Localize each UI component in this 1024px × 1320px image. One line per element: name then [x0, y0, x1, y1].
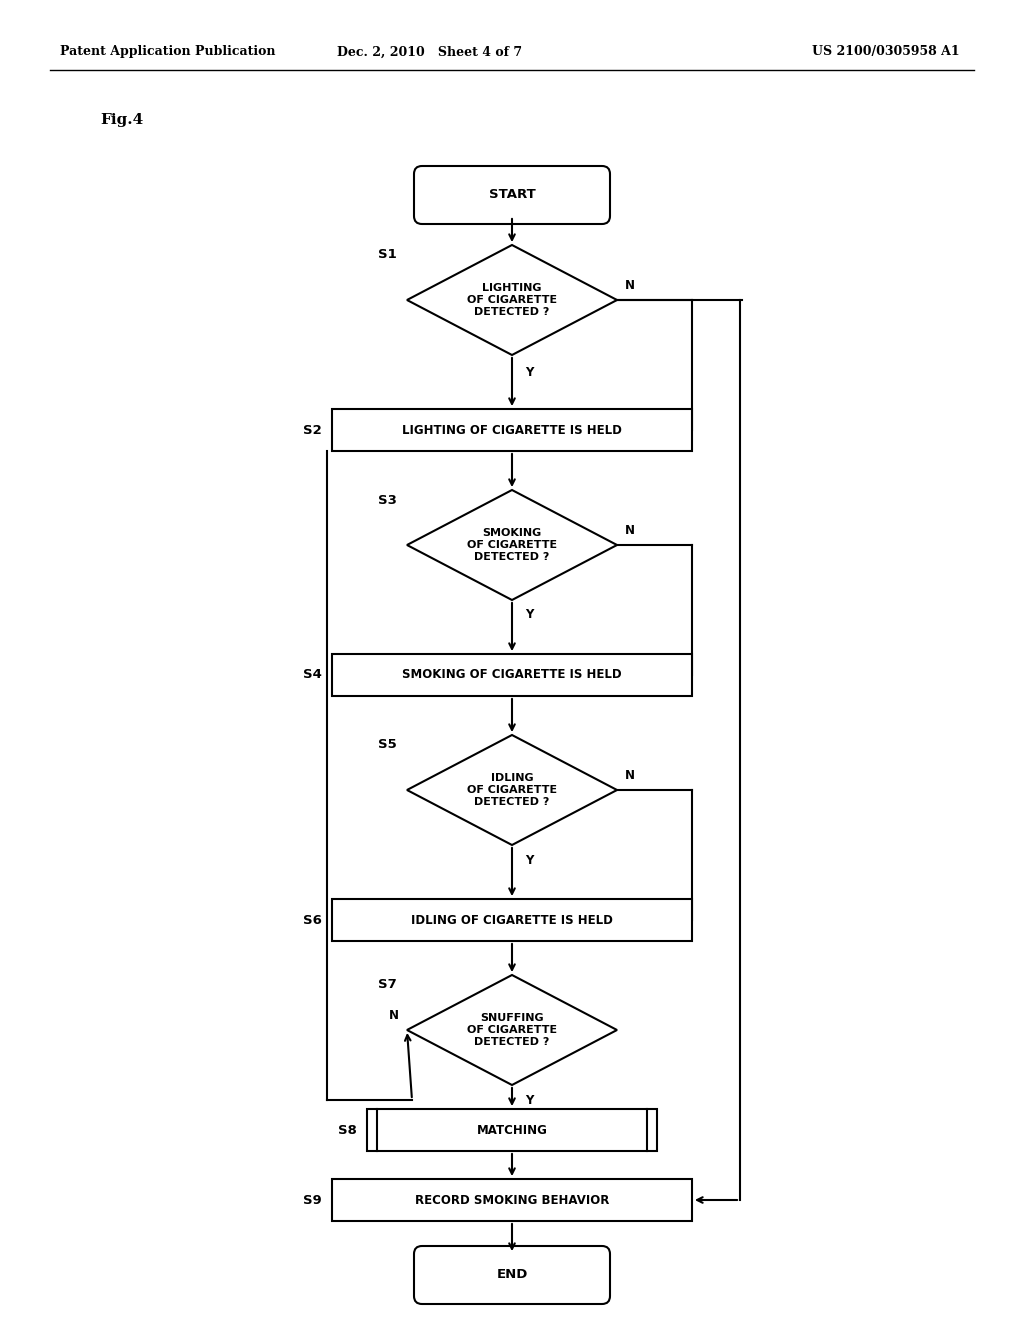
Polygon shape — [407, 246, 617, 355]
Bar — [332, 1179, 692, 1221]
Text: S4: S4 — [303, 668, 322, 681]
Polygon shape — [407, 735, 617, 845]
FancyBboxPatch shape — [414, 166, 610, 224]
Bar — [332, 899, 692, 941]
Text: S5: S5 — [378, 738, 397, 751]
Text: N: N — [625, 279, 635, 292]
FancyBboxPatch shape — [414, 1246, 610, 1304]
Text: US 2100/0305958 A1: US 2100/0305958 A1 — [812, 45, 961, 58]
Text: Fig.4: Fig.4 — [100, 114, 143, 127]
Text: S9: S9 — [303, 1193, 322, 1206]
Text: Y: Y — [525, 609, 534, 622]
Bar — [332, 409, 692, 451]
Polygon shape — [407, 975, 617, 1085]
Text: MATCHING: MATCHING — [476, 1123, 548, 1137]
Text: IDLING
OF CIGARETTE
DETECTED ?: IDLING OF CIGARETTE DETECTED ? — [467, 772, 557, 808]
Text: SMOKING
OF CIGARETTE
DETECTED ?: SMOKING OF CIGARETTE DETECTED ? — [467, 528, 557, 562]
Bar — [332, 653, 692, 696]
Polygon shape — [407, 490, 617, 601]
Text: Y: Y — [525, 1093, 534, 1106]
Text: S8: S8 — [338, 1123, 357, 1137]
Text: S3: S3 — [378, 494, 397, 507]
Text: N: N — [389, 1008, 399, 1022]
Text: RECORD SMOKING BEHAVIOR: RECORD SMOKING BEHAVIOR — [415, 1193, 609, 1206]
Text: Y: Y — [525, 854, 534, 866]
Text: S2: S2 — [303, 424, 322, 437]
Text: END: END — [497, 1269, 527, 1282]
Text: N: N — [625, 524, 635, 537]
Text: LIGHTING
OF CIGARETTE
DETECTED ?: LIGHTING OF CIGARETTE DETECTED ? — [467, 282, 557, 317]
Text: START: START — [488, 189, 536, 202]
Text: SNUFFING
OF CIGARETTE
DETECTED ?: SNUFFING OF CIGARETTE DETECTED ? — [467, 1012, 557, 1047]
Text: SMOKING OF CIGARETTE IS HELD: SMOKING OF CIGARETTE IS HELD — [402, 668, 622, 681]
Text: Y: Y — [525, 367, 534, 380]
Text: N: N — [625, 770, 635, 781]
Text: Patent Application Publication: Patent Application Publication — [60, 45, 275, 58]
Text: S1: S1 — [378, 248, 397, 261]
Bar — [367, 1109, 657, 1151]
Text: IDLING OF CIGARETTE IS HELD: IDLING OF CIGARETTE IS HELD — [411, 913, 613, 927]
Text: LIGHTING OF CIGARETTE IS HELD: LIGHTING OF CIGARETTE IS HELD — [402, 424, 622, 437]
Text: S7: S7 — [378, 978, 397, 991]
Text: S6: S6 — [303, 913, 322, 927]
Text: Dec. 2, 2010   Sheet 4 of 7: Dec. 2, 2010 Sheet 4 of 7 — [338, 45, 522, 58]
